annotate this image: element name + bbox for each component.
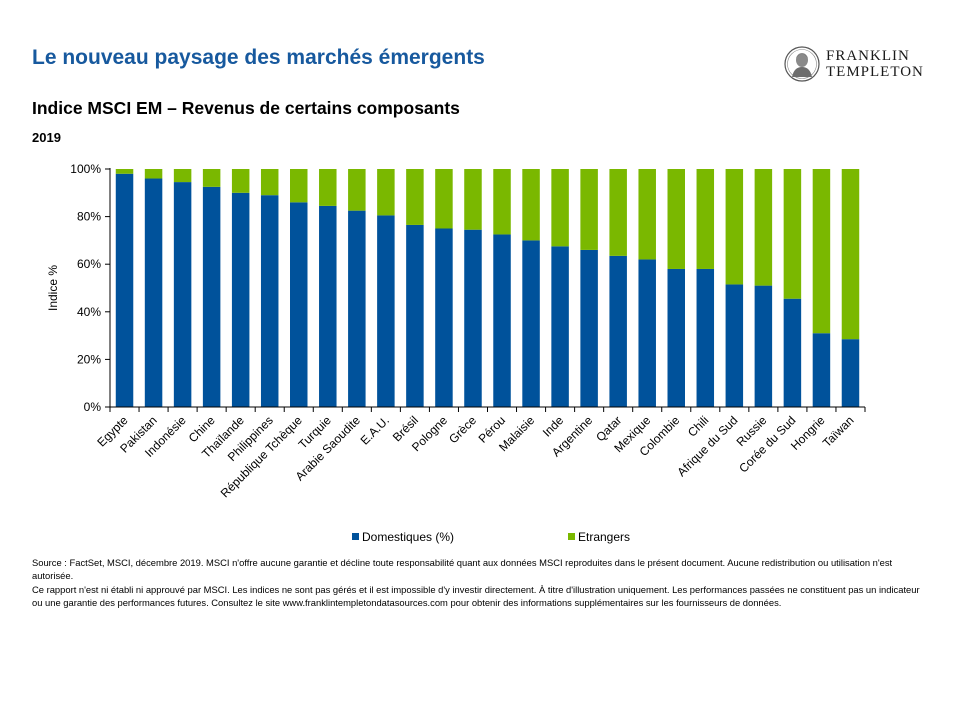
bar-domestic-4	[231, 192, 250, 407]
bar-foreign-8	[348, 169, 366, 211]
bar-foreign-23	[783, 169, 802, 299]
bar-domestic-25	[841, 339, 860, 407]
bar-foreign-4	[231, 169, 250, 193]
bar-foreign-22	[754, 169, 773, 286]
bar-domestic-12	[464, 229, 482, 407]
bar-foreign-6	[290, 169, 308, 203]
bar-domestic-17	[609, 255, 627, 407]
page-title: Le nouveau paysage des marchés émergents	[32, 46, 485, 69]
y-tick-label-4: 80%	[77, 210, 101, 224]
bar-domestic-11	[435, 228, 453, 407]
bar-foreign-1	[144, 169, 163, 179]
y-tick-label-0: 0%	[84, 400, 102, 414]
x-tick-label-9: E.A.U.	[358, 413, 392, 447]
bar-domestic-16	[580, 249, 598, 407]
bar-domestic-8	[348, 210, 366, 407]
bar-foreign-7	[319, 169, 337, 206]
x-tick-label-12: Grèce	[446, 413, 479, 446]
footnote-source: Source : FactSet, MSCI, décembre 2019. M…	[32, 557, 893, 581]
y-tick-label-2: 40%	[77, 305, 101, 319]
y-tick-label-3: 60%	[77, 257, 101, 271]
bar-domestic-2	[173, 182, 192, 407]
bar-foreign-3	[202, 169, 221, 187]
legend-label-0: Domestiques (%)	[362, 530, 454, 544]
bar-domestic-15	[551, 246, 569, 407]
bar-foreign-9	[377, 169, 395, 216]
y-tick-label-5: 100%	[70, 162, 101, 176]
y-tick-label-1: 20%	[77, 352, 101, 366]
legend-swatch-1	[568, 533, 575, 540]
bar-domestic-9	[377, 215, 395, 407]
y-axis-title: Indice %	[46, 265, 60, 311]
bar-domestic-1	[144, 178, 163, 407]
chart-title: Indice MSCI EM – Revenus de certains com…	[32, 98, 460, 118]
bar-domestic-3	[202, 186, 221, 407]
bar-domestic-20	[696, 268, 715, 407]
bar-foreign-11	[435, 169, 453, 229]
chart-subtitle: 2019	[32, 130, 61, 145]
bar-foreign-12	[464, 169, 482, 230]
legend-label-1: Etrangers	[578, 530, 630, 544]
bar-foreign-17	[609, 169, 627, 256]
bar-domestic-24	[812, 333, 831, 407]
stacked-bar-chart: 0%20%40%60%80%100%EgyptePakistanIndonési…	[46, 162, 866, 544]
bar-foreign-14	[522, 169, 540, 241]
bar-foreign-16	[580, 169, 598, 250]
bar-foreign-15	[551, 169, 569, 247]
franklin-templeton-logo: FRANKLIN TEMPLETON	[784, 46, 934, 82]
bar-domestic-19	[667, 268, 685, 407]
bar-domestic-21	[725, 284, 744, 407]
logo-line-1: FRANKLIN	[826, 48, 910, 64]
bar-foreign-21	[725, 169, 744, 285]
bar-foreign-5	[260, 169, 279, 196]
bar-domestic-13	[493, 234, 511, 407]
bar-domestic-0	[115, 173, 134, 407]
bar-domestic-23	[783, 298, 802, 407]
logo-line-2: TEMPLETON	[826, 64, 924, 80]
bar-foreign-10	[406, 169, 424, 225]
footnote: Source : FactSet, MSCI, décembre 2019. M…	[32, 556, 924, 610]
bar-foreign-24	[812, 169, 831, 334]
bar-domestic-18	[638, 259, 656, 407]
bar-foreign-2	[173, 169, 192, 183]
bar-foreign-13	[493, 169, 511, 235]
bar-domestic-6	[290, 202, 308, 407]
bar-domestic-5	[260, 195, 279, 407]
x-tick-label-25: Taïwan	[820, 413, 857, 450]
bar-domestic-7	[319, 205, 337, 407]
bar-foreign-25	[841, 169, 860, 340]
legend-swatch-0	[352, 533, 359, 540]
bar-domestic-14	[522, 240, 540, 407]
bar-domestic-22	[754, 285, 773, 407]
bar-foreign-19	[667, 169, 685, 269]
franklin-portrait-icon	[784, 46, 820, 82]
footnote-disclaimer: Ce rapport n'est ni établi ni approuvé p…	[32, 584, 920, 608]
bar-foreign-20	[696, 169, 715, 269]
bar-foreign-0	[115, 169, 134, 174]
bar-foreign-18	[638, 169, 656, 260]
bar-domestic-10	[406, 224, 424, 407]
